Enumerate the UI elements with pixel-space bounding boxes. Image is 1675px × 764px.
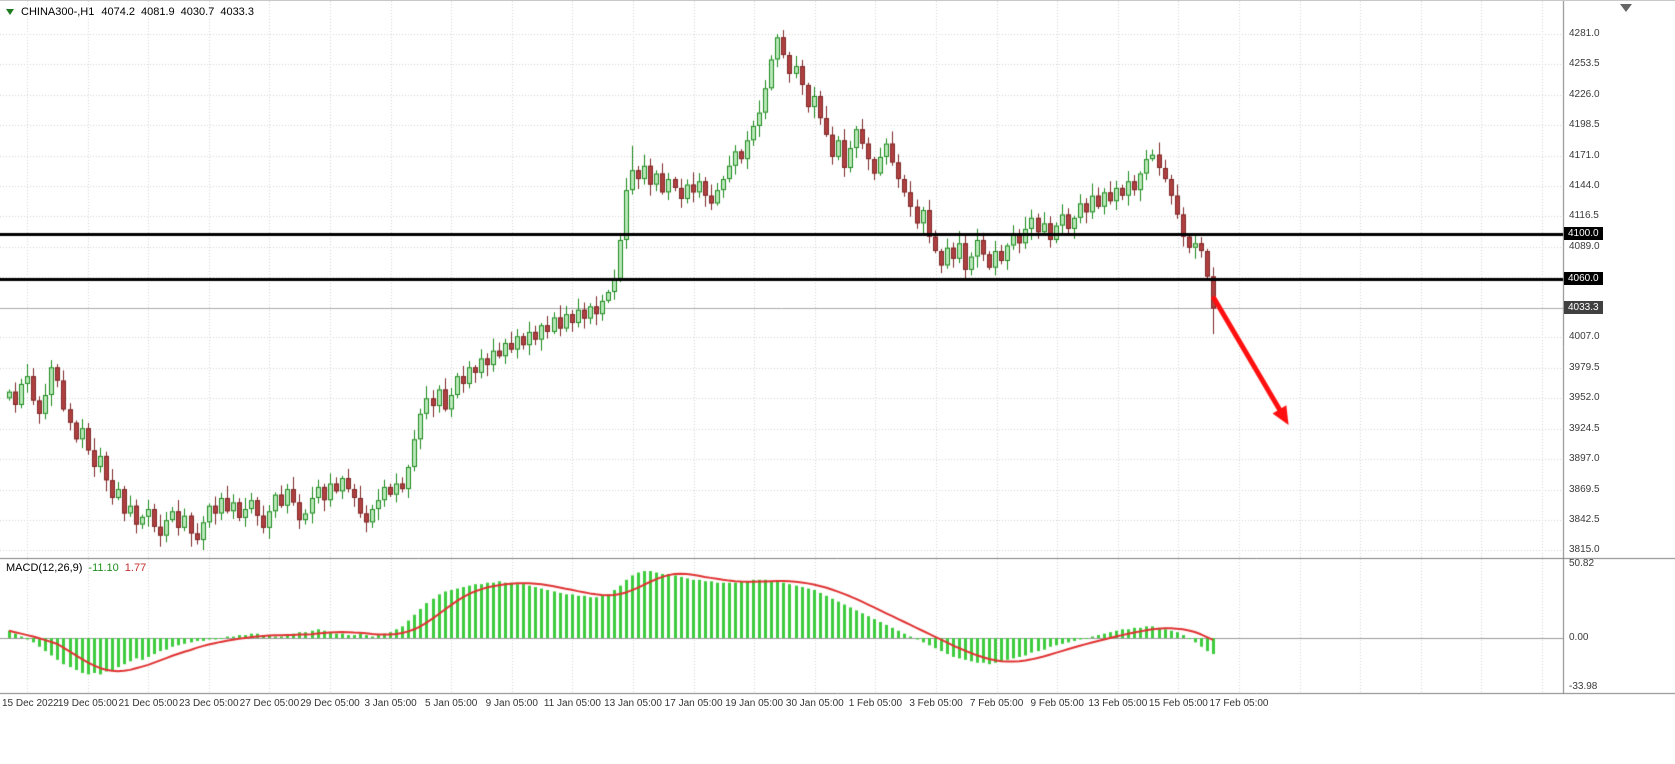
macd-indicator-label: MACD(12,26,9) -11.10 1.77 [6,562,146,574]
price-axis[interactable]: 4281.0 4253.5 4226.0 4198.5 4171.0 4144.0 4116… [1564,1,1675,694]
time-axis-label: 11 Jan 05:00 [543,698,601,709]
time-axis-label: 17 Jan 05:00 [664,698,723,709]
open-value: 4074.2 [101,6,136,18]
time-axis-label: 3 Feb 05:00 [909,698,963,709]
symbol-dropdown-icon[interactable] [6,9,14,15]
hline-price-tag: 4060.0 [1564,271,1603,285]
hline-price-tag: 4100.0 [1564,227,1603,241]
symbol-timeframe-label: CHINA300-,H1 [21,6,95,18]
time-axis-label: 27 Dec 05:00 [239,698,300,709]
price-axis-label: 4253.5 [1569,58,1600,70]
time-axis-label: 19 Jan 05:00 [725,698,784,709]
price-axis-label: 4116.5 [1569,210,1599,222]
time-axis-label: 5 Jan 05:00 [425,698,478,709]
price-axis-label: 4144.0 [1569,179,1600,191]
time-axis-label: 9 Jan 05:00 [485,698,538,709]
time-axis-label: 30 Jan 05:00 [785,698,844,709]
time-axis-label: 7 Feb 05:00 [969,698,1024,709]
time-axis-label: 3 Jan 05:00 [364,698,417,709]
high-value: 4081.9 [141,6,175,18]
time-axis-label: 9 Feb 05:00 [1030,698,1084,709]
price-axis-label: 3952.0 [1569,392,1600,404]
price-axis-label: 3924.5 [1569,422,1600,434]
price-axis-label: 4089.0 [1569,240,1600,252]
macd-signal-value: 1.77 [124,562,147,574]
macd-axis-label: 0.00 [1569,632,1589,643]
price-axis-label: 3979.5 [1569,361,1600,373]
price-axis-label: 4171.0 [1569,149,1600,161]
time-axis-label: 13 Feb 05:00 [1088,698,1148,709]
time-axis[interactable]: 15 Dec 2022 19 Dec 05:00 21 Dec 05:00 23 De… [0,694,1675,716]
chart-shift-marker-icon[interactable] [1620,4,1632,12]
time-axis-label: 15 Feb 05:00 [1148,698,1208,709]
macd-main-value: -11.10 [88,562,119,574]
price-axis-label: 4007.0 [1569,331,1600,343]
price-axis-label: 3815.0 [1569,544,1600,556]
macd-axis-label: 50.82 [1569,558,1595,570]
time-axis-label: 13 Jan 05:00 [604,698,662,709]
price-axis-label: 4281.0 [1569,27,1600,39]
current-price-tag: 4033.3 [1564,301,1603,315]
time-axis-label: 23 Dec 05:00 [179,698,239,709]
time-axis-label: 15 Dec 2022 [2,698,59,709]
price-axis-label: 4198.5 [1569,119,1600,131]
low-value: 4030.7 [180,6,215,18]
time-axis-label: 21 Dec 05:00 [118,698,178,709]
time-axis-label: 19 Dec 05:00 [57,698,118,709]
time-axis-label: 17 Feb 05:00 [1209,698,1269,709]
chart-title: CHINA300-,H1 4074.2 4081.9 4030.7 4033.3 [6,5,254,19]
macd-axis-label: -33.98 [1569,681,1598,693]
price-axis-label: 3897.0 [1569,453,1600,465]
close-value: 4033.3 [220,6,254,18]
price-axis-label: 4226.0 [1569,88,1600,100]
price-axis-label: 3869.5 [1569,483,1600,495]
time-axis-label: 1 Feb 05:00 [848,698,903,709]
ohlc-values: 4074.2 4081.9 4030.7 4033.3 [101,6,254,18]
price-axis-label: 3842.5 [1569,513,1600,525]
time-axis-label: 29 Dec 05:00 [300,698,360,709]
macd-name-label: MACD(12,26,9) [6,562,83,574]
